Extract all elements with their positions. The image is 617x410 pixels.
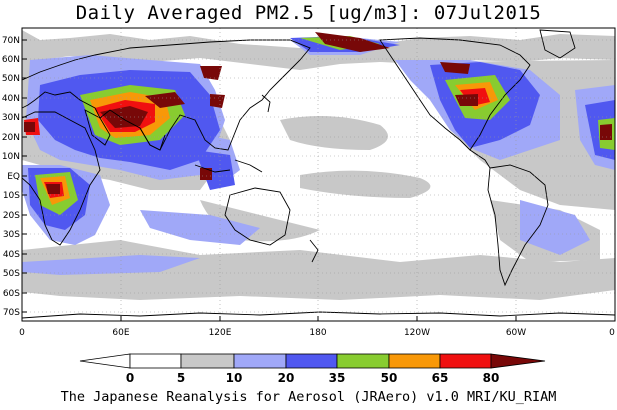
colorbar-swatch-0 <box>79 353 131 369</box>
lon-label-60w: 60W <box>506 328 526 338</box>
colorbar-label-65: 65 <box>432 371 449 385</box>
lat-label-50s: 50S <box>3 269 20 279</box>
colorbar-label-10: 10 <box>226 371 243 385</box>
colorbar-swatch-3 <box>233 353 287 369</box>
colorbar-swatch-8 <box>490 353 546 369</box>
lat-label-10n: 10N <box>2 152 20 162</box>
graticule <box>22 28 615 321</box>
lon-label-120e: 120E <box>209 328 232 338</box>
colorbar-label-35: 35 <box>329 371 346 385</box>
lat-label-70n: 70N <box>2 36 20 46</box>
colorbar-swatch-5 <box>336 353 390 369</box>
lat-label-eq: EQ <box>7 172 20 182</box>
lat-label-40s: 40S <box>3 250 20 260</box>
lat-label-40n: 40N <box>2 94 20 104</box>
colorbar-label-0: 0 <box>126 371 134 385</box>
lat-label-50n: 50N <box>2 74 20 84</box>
lat-label-20n: 20N <box>2 133 20 143</box>
lon-label-0-left: 0 <box>19 328 25 338</box>
lat-label-60s: 60S <box>3 289 20 299</box>
lat-label-20s: 20S <box>3 211 20 221</box>
lon-label-0-right: 0 <box>609 328 615 338</box>
colorbar-label-5: 5 <box>177 371 185 385</box>
lat-label-30n: 30N <box>2 113 20 123</box>
footer-credit: The Japanese Reanalysis for Aerosol (JRA… <box>60 389 557 405</box>
coastlines <box>21 29 616 319</box>
colorbar-label-20: 20 <box>278 371 295 385</box>
colorbar-swatch-1 <box>129 353 182 369</box>
lat-label-70s: 70S <box>3 308 20 318</box>
lat-label-10s: 10S <box>3 191 20 201</box>
colorbar-swatch-6 <box>388 353 441 369</box>
pm25-map: 70N 60N 50N 40N 30N 20N 10N EQ 10S 20S 3… <box>2 27 616 338</box>
map-title: Daily Averaged PM2.5 [ug/m3]: 07Jul2015 <box>75 2 542 24</box>
lat-label-60n: 60N <box>2 55 20 65</box>
lon-label-180: 180 <box>309 328 326 338</box>
lon-label-60e: 60E <box>112 328 129 338</box>
lat-label-30s: 30S <box>3 230 20 240</box>
colorbar-label-50: 50 <box>381 371 398 385</box>
colorbar-label-80: 80 <box>483 371 500 385</box>
lon-label-120w: 120W <box>404 328 430 338</box>
colorbar-swatch-7 <box>439 353 492 369</box>
colorbar-swatch-4 <box>285 353 338 369</box>
colorbar-swatch-2 <box>180 353 235 369</box>
